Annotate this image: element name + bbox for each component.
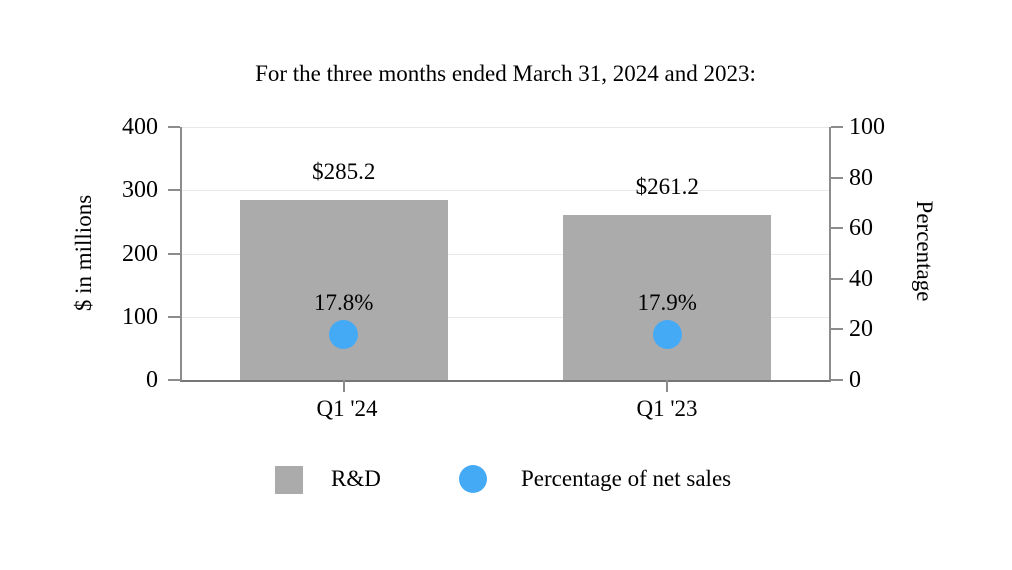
left-axis-tick-label: 100 [122, 304, 158, 330]
x-axis-category-label: Q1 '24 [316, 396, 378, 421]
percentage-legend-swatch [459, 465, 487, 493]
right-axis-tick-label: 20 [849, 316, 873, 342]
plot-area: $285.2 $261.2 17.8% 17.9% [168, 126, 843, 392]
right-axis-tick-label: 80 [849, 165, 873, 191]
percent-label: 17.9% [637, 289, 697, 315]
chart-title: For the three months ended March 31, 202… [255, 61, 756, 86]
left-axis-title: $ in millions [71, 194, 96, 312]
right-axis-tick [831, 379, 843, 381]
x-axis-tick [666, 380, 669, 392]
right-axis-tick [831, 277, 843, 280]
right-axis-tick-label: 60 [849, 215, 873, 241]
left-axis-tick [168, 252, 180, 255]
rd-legend-label: R&D [331, 466, 381, 491]
left-axis-tick [168, 189, 180, 192]
x-axis-category-label: Q1 '23 [636, 396, 698, 421]
x-axis-tick [342, 380, 345, 392]
left-axis-tick-label: 200 [122, 241, 158, 267]
right-axis-title: Percentage [912, 200, 937, 302]
gridline [182, 253, 829, 255]
right-axis-tick-label: 0 [849, 367, 861, 393]
left-axis-tick-label: 0 [146, 367, 158, 393]
gridline [182, 316, 829, 318]
right-axis-tick [831, 126, 843, 128]
bar-value-label: $285.2 [312, 158, 376, 184]
left-axis-tick [168, 379, 180, 381]
right-axis-tick-label: 100 [849, 114, 885, 140]
rd-legend-swatch [275, 466, 303, 494]
right-axis-tick [831, 328, 843, 331]
left-axis-tick-label: 400 [122, 114, 158, 140]
percent-label: 17.8% [314, 289, 374, 315]
percent-dot [329, 320, 359, 350]
percentage-legend-label: Percentage of net sales [521, 466, 732, 491]
right-axis-tick [831, 227, 843, 230]
bar [563, 214, 772, 380]
right-axis-tick-label: 40 [849, 266, 873, 292]
gridline [182, 190, 829, 192]
left-axis-tick [168, 126, 180, 128]
bar-value-label: $261.2 [635, 173, 699, 199]
bar [239, 199, 448, 380]
left-axis-tick [168, 315, 180, 318]
gridline [182, 127, 829, 128]
percent-dot [652, 320, 682, 350]
right-axis-tick [831, 176, 843, 179]
left-axis-tick-label: 300 [122, 177, 158, 203]
